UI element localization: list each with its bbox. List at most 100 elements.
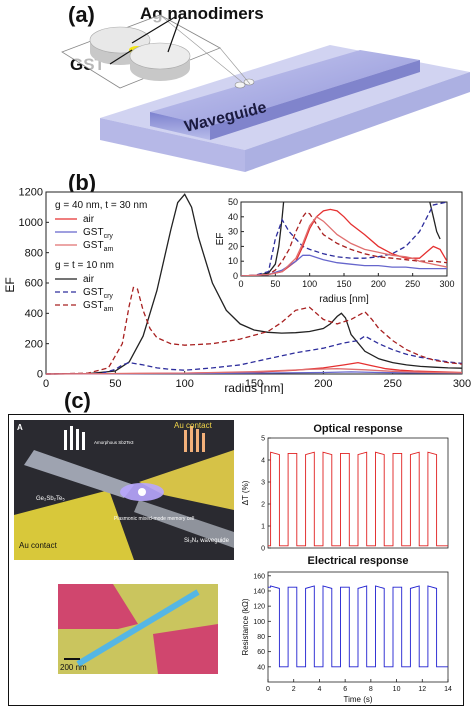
inset-axis-ytick-label: 40	[228, 212, 238, 222]
substrate-front	[100, 118, 245, 172]
legend-sub-5: am	[104, 306, 114, 313]
main-axis-xtick-label: 250	[383, 378, 401, 390]
chartEl-ytick-label: 120	[253, 604, 265, 611]
inset-axis-ytick-label: 50	[228, 197, 238, 207]
main-axis-ytick-label: 0	[37, 369, 43, 381]
inset-axis-xtick-label: 100	[302, 279, 317, 289]
panel-b-label: (b)	[68, 170, 97, 195]
chartEl-xtick-label: 10	[393, 686, 401, 693]
sem-pad-top-left	[58, 584, 138, 629]
ag-nanodimers-callout: Ag nanodimers	[140, 4, 264, 23]
chartEl-xtick-label: 2	[292, 686, 296, 693]
chartEl-xtick-label: 4	[317, 686, 321, 693]
chartEl-xlabel: Time (s)	[343, 695, 372, 704]
main-axis-xtick-label: 300	[453, 378, 471, 390]
chartOpt-ylabel: ΔT (%)	[241, 480, 250, 505]
dimer-small-1	[234, 81, 246, 89]
main-axis-xtick-label: 0	[43, 378, 49, 390]
legend-label-0: air	[83, 214, 95, 225]
au-contact-bottom-label: Au contact	[19, 541, 58, 550]
panel-a: (a) Ag nanodimers GST	[0, 0, 474, 175]
sin-waveguide	[134, 500, 234, 548]
inset-xlabel: radius [nm]	[319, 294, 369, 305]
waveguide-ridge-front	[150, 112, 210, 140]
main-axis-ytick-label: 600	[25, 278, 43, 290]
chartEl-xtick-label: 8	[369, 686, 373, 693]
legend-sub-2: am	[104, 246, 114, 253]
nanodimer-right	[129, 42, 191, 81]
inset-axis-xtick-label: 200	[371, 279, 386, 289]
legend-header-1: g = 40 nm, t = 30 nm	[55, 200, 147, 211]
main-axis-xtick-label: 100	[175, 378, 193, 390]
chartOpt-ytick-label: 1	[261, 524, 265, 531]
inset-series-3	[241, 211, 447, 276]
panel-b: (b) 0 50 100 150 200 250 300 0 200 400 600 800 1000 1…	[0, 170, 474, 394]
waveguide-illustration: Waveguide	[61, 14, 470, 172]
enhancement-factor-chart: 0 50 100 150 200 250 300020040060080010001200r…	[3, 187, 471, 394]
main-axis-ytick-label: 200	[25, 338, 43, 350]
chartEl-ytick-label: 40	[257, 664, 265, 671]
crystalline-bars	[184, 426, 205, 452]
plasmonic-label: Plasmonic mixed-mode memory cell	[114, 516, 194, 522]
chartEl-ytick-label: 140	[253, 588, 265, 595]
dimer-small-2	[243, 78, 255, 86]
amorphous-bars	[64, 426, 85, 450]
electrical-response-chart: Electrical response 40 60 80 100 120 140 160 0 2 4…	[241, 555, 452, 704]
legend-label-3: air	[83, 274, 95, 285]
chartEl-ytick-label: 80	[257, 634, 265, 641]
inset-axis-xtick-label: 50	[270, 279, 280, 289]
inset-label-a: A	[17, 423, 23, 432]
sem-pad-bottom-right	[153, 624, 218, 674]
main-xlabel: radius [nm]	[224, 381, 283, 394]
main-series-5	[45, 368, 463, 375]
inset-axis-xtick-label: 250	[405, 279, 420, 289]
chartEl-xtick-label: 6	[343, 686, 347, 693]
inset-series-2	[241, 202, 447, 276]
panel-c: (c) A Au contact Au contact Amorphous Sb…	[0, 388, 474, 710]
chartOpt-ytick-label: 4	[261, 458, 265, 465]
inset-axis-ytick-label: 10	[228, 256, 238, 266]
chartOpt-title: Optical response	[313, 423, 402, 435]
chartOpt-ytick-label: 2	[261, 502, 265, 509]
main-series-0	[45, 193, 463, 375]
chartEl-trace	[268, 585, 448, 668]
chartOpt-trace	[268, 451, 448, 547]
chartEl-xtick-label: 0	[266, 686, 270, 693]
inset-axis-ytick-label: 0	[233, 271, 238, 281]
main-axis-ytick-label: 1000	[19, 217, 43, 229]
legend-header-2: g = t = 10 nm	[55, 260, 114, 271]
legend-sub-4: cry	[104, 293, 114, 300]
inset-axis-xtick-label: 0	[238, 279, 243, 289]
inset-axis-xtick-label: 150	[336, 279, 351, 289]
sem-waveguide	[76, 589, 200, 667]
chartEl-ytick-label: 100	[253, 619, 265, 626]
panel-a-label: (a)	[68, 2, 95, 27]
chartEl-ylabel: Resistance (kΩ)	[241, 598, 250, 655]
amorphous-label: Amorphous Sb2Te3	[94, 440, 134, 445]
sb2te3-wedge	[24, 450, 134, 498]
chartOpt-ytick-label: 0	[261, 546, 265, 553]
inset-series-4	[241, 208, 447, 276]
main-axis-ytick-label: 1200	[19, 187, 43, 199]
main-axis-ytick-label: 400	[25, 308, 43, 320]
main-axis-ytick-label: 800	[25, 247, 43, 259]
main-axis-xtick-label: 50	[109, 378, 121, 390]
main-series-1	[45, 335, 463, 375]
inset-axis-ytick-label: 30	[228, 227, 238, 237]
gst-label: Ge₂Sb₂Te₅	[36, 496, 65, 502]
chartEl-xtick-label: 14	[444, 686, 452, 693]
au-contact-top-pad	[139, 450, 234, 510]
optical-response-chart: Optical response 0 1 2 3 4 5 ΔT (%)	[241, 423, 449, 553]
chartEl-ytick-label: 160	[253, 573, 265, 580]
device-schematic: A Au contact Au contact Amorphous Sb2Te3…	[14, 420, 234, 560]
main-axis-xtick-label: 200	[314, 378, 332, 390]
sin-label: Si₃N₄ waveguide	[184, 538, 230, 544]
au-contact-top-label: Au contact	[174, 421, 213, 430]
scale-bar	[64, 658, 80, 660]
waveguide-ridge-top	[150, 50, 420, 126]
scale-bar-label: 200 nm	[60, 663, 87, 672]
chartOpt-ytick-label: 3	[261, 480, 265, 487]
inset-axis-ytick-label: 20	[228, 241, 238, 251]
main-ylabel: EF	[3, 277, 17, 292]
chartEl-ytick-label: 60	[257, 649, 265, 656]
